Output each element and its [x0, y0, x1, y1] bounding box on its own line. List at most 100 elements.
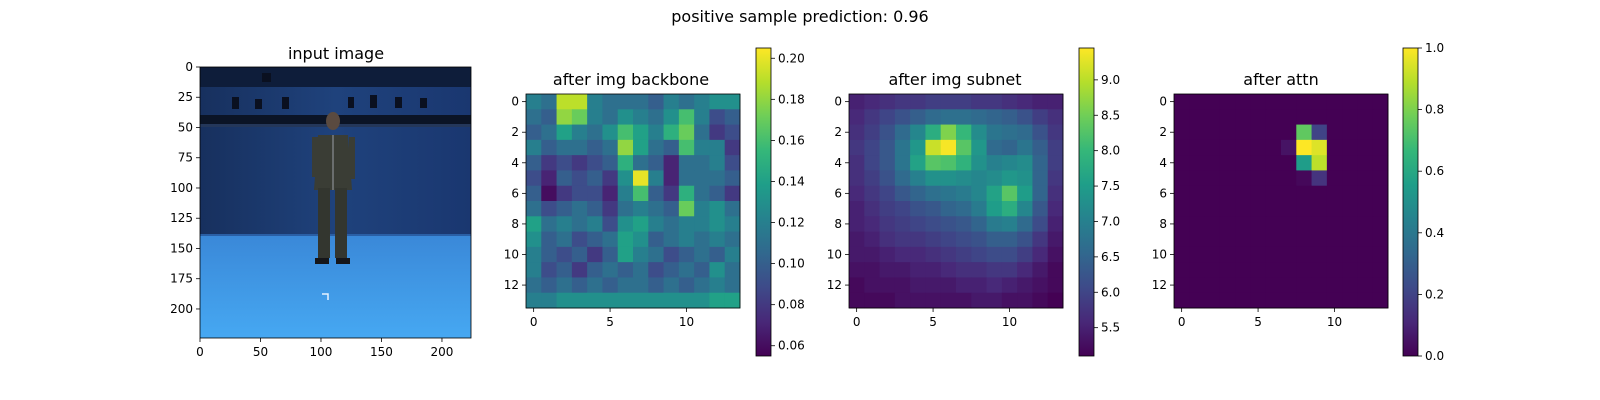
heatmap-cell	[1204, 246, 1221, 263]
heatmap-cell	[971, 139, 987, 156]
y-tick-label: 75	[178, 151, 193, 165]
heatmap-cell	[1357, 277, 1374, 294]
heatmap-cell	[633, 170, 649, 187]
heatmap-cell	[1032, 292, 1049, 309]
heatmap-cell	[1235, 155, 1251, 171]
heatmap-cell	[648, 185, 664, 202]
heatmap-cell	[986, 246, 1003, 263]
heatmap-cell	[940, 185, 957, 202]
heatmap-cell	[724, 277, 741, 294]
heatmap-cell	[633, 262, 649, 278]
heatmap-cell	[556, 201, 573, 217]
heatmap-cell	[617, 216, 634, 232]
heatmap-cell	[925, 292, 942, 309]
heatmap-cell	[1250, 201, 1267, 217]
heatmap-cell	[1326, 292, 1343, 309]
heatmap-cell	[1047, 124, 1064, 141]
heatmap-cell	[1235, 201, 1251, 217]
person-figure	[312, 112, 355, 264]
y-tick-label: 0	[185, 60, 193, 74]
y-tick-label: 125	[170, 211, 193, 225]
heatmap-cell	[587, 216, 603, 232]
heatmap-cell	[879, 94, 896, 110]
heatmap-cell	[541, 124, 557, 141]
heatmap-cell	[724, 216, 741, 232]
heatmap-cell	[1189, 109, 1205, 125]
heatmap-cell	[940, 262, 957, 278]
heatmap-cell	[1326, 94, 1343, 110]
heatmap-cell	[1311, 262, 1328, 278]
heatmap-cell	[925, 277, 942, 294]
axes-frame	[1173, 93, 1389, 309]
heatmap-cell	[1219, 170, 1236, 187]
heatmap-cell	[849, 246, 865, 263]
heatmap-cell	[925, 231, 942, 248]
heatmap-cell	[571, 292, 588, 309]
heatmap-cell	[1265, 246, 1282, 263]
heatmap-cell	[1281, 155, 1297, 171]
heatmap-cell	[1219, 231, 1236, 248]
heatmap-cell	[894, 231, 911, 248]
heatmap-cell	[1296, 139, 1312, 156]
heatmap-cell	[1219, 185, 1236, 202]
heatmap-cell	[663, 216, 680, 232]
heatmap-cell	[1047, 231, 1064, 248]
heatmap-cell	[1047, 216, 1064, 232]
heatmap-cell	[1204, 155, 1221, 171]
heatmap-cell	[971, 277, 987, 294]
heatmap-cell	[1204, 201, 1221, 217]
heatmap-cell	[724, 185, 741, 202]
x-tick-label: 0	[530, 315, 538, 329]
heatmap-cell	[663, 124, 680, 141]
heatmap-cell	[1174, 185, 1190, 202]
heatmap-cell	[694, 94, 710, 110]
heatmap-cell	[1174, 124, 1190, 141]
heatmap-cell	[1017, 292, 1033, 309]
heatmap-cell	[1296, 124, 1312, 141]
heatmap-cell	[1311, 170, 1328, 187]
y-tick-label: 8	[1159, 217, 1167, 231]
heatmap-cell	[1250, 94, 1267, 110]
heatmap-cell	[1017, 109, 1033, 125]
x-tick-label: 5	[1254, 315, 1262, 329]
heatmap-cell	[1189, 216, 1205, 232]
heatmap-cell	[1032, 246, 1049, 263]
heatmap-cell	[694, 201, 710, 217]
heatmap-cell	[526, 185, 542, 202]
heatmap-cell	[940, 246, 957, 263]
heatmap-cell	[864, 216, 880, 232]
heatmap-cell	[1372, 292, 1389, 309]
heatmap-cell	[940, 201, 957, 217]
heatmap-cell	[879, 277, 896, 294]
heatmap-cell	[587, 201, 603, 217]
heatmap-cell	[940, 231, 957, 248]
heatmap-cell	[1372, 262, 1389, 278]
heatmap-cell	[849, 201, 865, 217]
heatmap-cell	[724, 94, 741, 110]
heatmap-cell	[571, 201, 588, 217]
input-image-panel: input image	[170, 44, 472, 359]
heatmap-cell	[1204, 124, 1221, 141]
heatmap-cell	[1372, 201, 1389, 217]
heatmap-cell	[1265, 231, 1282, 248]
heatmap-cell	[910, 170, 926, 187]
heatmap-cell	[879, 155, 896, 171]
heatmap-cell	[986, 170, 1003, 187]
heatmap-cell	[724, 155, 741, 171]
heatmap-cell	[1047, 109, 1064, 125]
heatmap-cell	[910, 292, 926, 309]
heatmap-cell	[678, 201, 695, 217]
heatmap-cell	[1189, 201, 1205, 217]
heatmap-cell	[1017, 94, 1033, 110]
heatmap-cell	[1219, 124, 1236, 141]
heatmap-cell	[1296, 201, 1312, 217]
heatmap-cell	[940, 94, 957, 110]
heatmap-cell	[1357, 155, 1374, 171]
heatmap-cell	[1204, 185, 1221, 202]
heatmap-cell	[894, 246, 911, 263]
heatmap-cell	[849, 94, 865, 110]
x-tick-label: 0	[853, 315, 861, 329]
heatmap-cell	[1372, 170, 1389, 187]
heatmap-cell	[1189, 155, 1205, 171]
heatmap-cell	[1265, 139, 1282, 156]
